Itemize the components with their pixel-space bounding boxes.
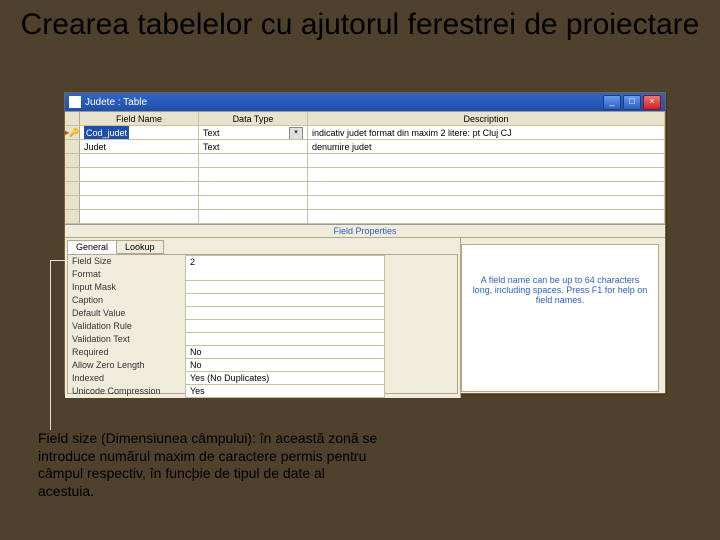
- property-value[interactable]: [185, 281, 385, 294]
- property-value[interactable]: [185, 333, 385, 346]
- grid-header-row: Field Name Data Type Description: [65, 112, 665, 126]
- property-label: Field Size: [68, 255, 186, 268]
- row-selector[interactable]: [65, 168, 80, 182]
- property-value[interactable]: [185, 320, 385, 333]
- description-cell[interactable]: [308, 210, 665, 224]
- table-row[interactable]: [65, 168, 665, 182]
- window-title: Judete : Table: [85, 97, 147, 108]
- data-type-cell[interactable]: [199, 210, 308, 224]
- row-selector[interactable]: [65, 140, 80, 154]
- data-type-cell[interactable]: [199, 168, 308, 182]
- table-row[interactable]: [65, 154, 665, 168]
- slide-title: Crearea tabelelor cu ajutorul ferestrei …: [0, 8, 720, 41]
- property-row: Unicode CompressionYes: [68, 385, 457, 398]
- row-selector[interactable]: [65, 154, 80, 168]
- data-type-value: Text: [203, 128, 220, 138]
- property-label: Format: [68, 268, 186, 281]
- table-row[interactable]: [65, 210, 665, 224]
- chevron-down-icon[interactable]: ▾: [289, 127, 303, 140]
- description-cell[interactable]: [308, 182, 665, 196]
- property-row: Input Mask: [68, 281, 457, 294]
- callout-line: [50, 260, 68, 261]
- field-definition-grid: Field Name Data Type Description ▸🔑 Cod_…: [65, 111, 665, 225]
- field-name-cell[interactable]: [80, 196, 199, 210]
- property-label: Caption: [68, 294, 186, 307]
- data-type-cell[interactable]: [199, 154, 308, 168]
- property-row: Validation Text: [68, 333, 457, 346]
- table-icon: [69, 96, 81, 108]
- property-value[interactable]: [185, 294, 385, 307]
- property-row: Format: [68, 268, 457, 281]
- property-label: Unicode Compression: [68, 385, 186, 398]
- property-row: RequiredNo: [68, 346, 457, 359]
- row-selector[interactable]: [65, 210, 80, 224]
- field-name-cell[interactable]: [80, 168, 199, 182]
- property-value[interactable]: [185, 268, 385, 281]
- table-row[interactable]: ▸🔑 Cod_judet Text ▾ indicativ judet form…: [65, 126, 665, 140]
- field-name-cell[interactable]: Cod_judet: [80, 126, 199, 140]
- property-row: Caption: [68, 294, 457, 307]
- tab-general[interactable]: General: [67, 240, 117, 254]
- property-label: Indexed: [68, 372, 186, 385]
- description-cell[interactable]: denumire judet: [308, 140, 665, 154]
- property-label: Validation Text: [68, 333, 186, 346]
- tab-lookup[interactable]: Lookup: [116, 240, 164, 254]
- col-header-field-name[interactable]: Field Name: [80, 112, 199, 126]
- col-header-description[interactable]: Description: [308, 112, 665, 126]
- field-name-cell[interactable]: Judet: [80, 140, 199, 154]
- property-value[interactable]: Yes (No Duplicates): [185, 372, 385, 385]
- property-value[interactable]: No: [185, 346, 385, 359]
- col-header-data-type[interactable]: Data Type: [199, 112, 308, 126]
- description-cell[interactable]: [308, 196, 665, 210]
- property-row: Validation Rule: [68, 320, 457, 333]
- maximize-button[interactable]: □: [623, 95, 641, 110]
- field-name-value: Cod_judet: [84, 126, 129, 140]
- property-label: Validation Rule: [68, 320, 186, 333]
- data-type-cell[interactable]: Text ▾: [199, 126, 308, 140]
- primary-key-icon[interactable]: ▸🔑: [65, 126, 80, 140]
- property-row: Field Size2: [68, 255, 457, 268]
- properties-panel: General Lookup Field Size2FormatInput Ma…: [65, 238, 461, 398]
- description-cell[interactable]: [308, 154, 665, 168]
- field-name-cell[interactable]: [80, 182, 199, 196]
- property-row: IndexedYes (No Duplicates): [68, 372, 457, 385]
- field-name-cell[interactable]: [80, 154, 199, 168]
- properties-list: Field Size2FormatInput MaskCaptionDefaul…: [67, 254, 458, 394]
- close-button[interactable]: ×: [643, 95, 661, 110]
- property-value[interactable]: [185, 307, 385, 320]
- property-row: Allow Zero LengthNo: [68, 359, 457, 372]
- field-properties-area: General Lookup Field Size2FormatInput Ma…: [65, 237, 665, 398]
- table-row[interactable]: [65, 196, 665, 210]
- slide-caption: Field size (Dimensiunea câmpului): în ac…: [38, 430, 378, 500]
- row-selector[interactable]: [65, 196, 80, 210]
- minimize-button[interactable]: _: [603, 95, 621, 110]
- property-label: Required: [68, 346, 186, 359]
- row-selector[interactable]: [65, 182, 80, 196]
- table-row[interactable]: Judet Text denumire judet: [65, 140, 665, 154]
- data-type-cell[interactable]: Text: [199, 140, 308, 154]
- field-name-cell[interactable]: [80, 210, 199, 224]
- property-value[interactable]: No: [185, 359, 385, 372]
- row-selector-header: [65, 112, 80, 126]
- window-titlebar[interactable]: Judete : Table _ □ ×: [65, 93, 665, 111]
- properties-tabs: General Lookup: [65, 238, 460, 254]
- table-design-window: Judete : Table _ □ × Field Name Data Typ…: [64, 92, 666, 394]
- property-value[interactable]: Yes: [185, 385, 385, 398]
- property-label: Default Value: [68, 307, 186, 320]
- callout-line: [50, 260, 51, 430]
- property-label: Input Mask: [68, 281, 186, 294]
- description-cell[interactable]: indicativ judet format din maxim 2 liter…: [308, 126, 665, 140]
- data-type-cell[interactable]: [199, 182, 308, 196]
- property-value[interactable]: 2: [185, 255, 385, 269]
- property-row: Default Value: [68, 307, 457, 320]
- table-row[interactable]: [65, 182, 665, 196]
- data-type-cell[interactable]: [199, 196, 308, 210]
- property-label: Allow Zero Length: [68, 359, 186, 372]
- help-hint: A field name can be up to 64 characters …: [461, 244, 659, 392]
- description-cell[interactable]: [308, 168, 665, 182]
- field-properties-title: Field Properties: [65, 225, 665, 237]
